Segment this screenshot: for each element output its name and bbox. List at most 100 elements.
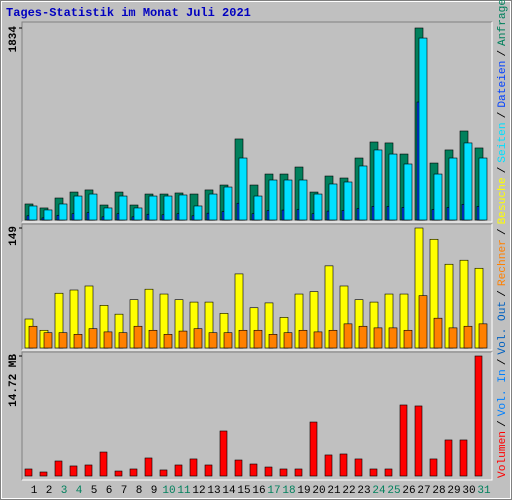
chart-title: Tages-Statistik im Monat Juli 2021 [6, 6, 251, 20]
x-tick-label: 24 [372, 485, 386, 497]
x-tick-label: 28 [432, 485, 445, 497]
bar [433, 317, 443, 349]
x-tick-label: 21 [327, 485, 341, 497]
legend-item: Besuche [497, 177, 509, 224]
bar [373, 149, 383, 221]
bar [223, 332, 233, 349]
bar [294, 468, 303, 477]
x-tick-label: 10 [162, 485, 175, 497]
bar [193, 205, 203, 221]
bar [223, 186, 233, 221]
x-tick-label: 12 [192, 485, 205, 497]
bar [133, 325, 143, 349]
bar [403, 329, 413, 349]
bar [354, 458, 363, 477]
bar [208, 193, 218, 221]
bar [208, 332, 218, 349]
bar [43, 209, 53, 221]
x-tick-label: 19 [297, 485, 310, 497]
bar [444, 439, 453, 477]
legend-separator: / [497, 358, 509, 365]
bar [54, 460, 63, 477]
x-tick-label: 30 [462, 485, 475, 497]
panel-bevel-light [22, 352, 493, 481]
bar [24, 468, 33, 477]
bar [144, 457, 153, 477]
x-tick-label: 20 [312, 485, 325, 497]
bar [474, 355, 483, 477]
bar [148, 329, 158, 349]
bar [133, 207, 143, 221]
bar [163, 334, 173, 349]
panel-bevel-dark [21, 351, 492, 480]
bar [163, 195, 173, 221]
bar [298, 179, 308, 221]
bar [418, 295, 428, 349]
bar [448, 327, 458, 349]
bar [283, 332, 293, 349]
panel-bevel-light [22, 224, 493, 351]
legend-separator: / [497, 166, 509, 173]
x-tick-label: 11 [177, 485, 191, 497]
x-tick-label: 3 [61, 485, 68, 497]
bar [328, 329, 338, 349]
bar [88, 193, 98, 221]
bar [358, 325, 368, 349]
bar [279, 468, 288, 477]
x-tick-label: 4 [76, 485, 83, 497]
bar [399, 404, 408, 477]
bar [234, 459, 243, 477]
bar [384, 468, 393, 477]
bar [39, 471, 48, 477]
y-tick-label: 14.72 MB [8, 354, 20, 407]
bar [313, 331, 323, 349]
bar [28, 325, 38, 349]
bar [433, 173, 443, 221]
x-tick-label: 1 [31, 485, 38, 497]
bar [324, 454, 333, 477]
x-tick-label: 9 [151, 485, 158, 497]
x-tick-label: 8 [136, 485, 143, 497]
bar [73, 195, 83, 221]
bar [159, 469, 168, 477]
bar [343, 323, 353, 349]
x-tick-label: 25 [387, 485, 400, 497]
bar [478, 323, 488, 349]
x-tick-label: 29 [447, 485, 460, 497]
legend: Volumen / Vol. In / Vol. Out / Rechner / Besuche… [497, 0, 509, 478]
bar [268, 334, 278, 349]
bar [264, 466, 273, 477]
x-tick-label: 22 [342, 485, 355, 497]
bar [84, 464, 93, 477]
bar [219, 430, 228, 477]
bar [253, 329, 263, 349]
bar [328, 183, 338, 221]
y-tick-label: 1834 [8, 26, 20, 53]
bar [238, 329, 248, 349]
x-tick-label: 31 [477, 485, 491, 497]
bar [358, 165, 368, 221]
bar [459, 439, 468, 477]
legend-separator: / [497, 50, 509, 57]
legend-item: Volumen [497, 431, 509, 478]
bar [189, 458, 198, 477]
panel-bevel-dark [21, 21, 492, 222]
bar [429, 458, 438, 477]
bar [174, 464, 183, 477]
bar [309, 421, 318, 477]
bar [463, 142, 473, 221]
bar [403, 163, 413, 221]
y-tick-label: 149 [8, 226, 20, 246]
bar [463, 325, 473, 349]
bar [388, 327, 398, 349]
x-tick-label: 2 [46, 485, 53, 497]
bar [204, 464, 213, 477]
bar [118, 195, 128, 221]
legend-item: Vol. In [497, 369, 509, 416]
bar [238, 157, 248, 221]
legend-item: Dateien [497, 61, 509, 108]
legend-separator: / [497, 228, 509, 235]
bar [118, 332, 128, 349]
